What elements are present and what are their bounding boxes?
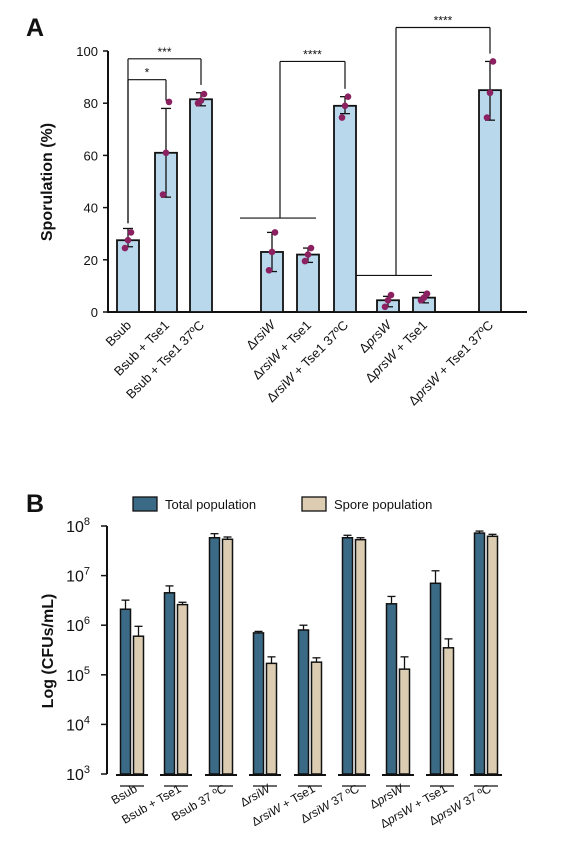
panel-a-significance-label: **** [434,14,453,28]
panel-a-y-ticks: 0 20 40 60 80 100 [76,44,108,320]
panel-b-y-tick-label: 105 [66,665,90,685]
panel-b-bar [442,647,455,775]
panel-b-y-tick-label: 107 [66,566,90,586]
panel-b-bar [398,668,411,775]
panel-b-bar [473,532,486,775]
panel-a-replicate-point [127,229,135,236]
panel-a-bar [189,98,213,313]
panel-a-y-tick-label: 100 [76,44,98,59]
panel-a-y-tick-label: 80 [84,96,98,111]
panel-a-y-tick-label: 60 [84,148,98,163]
panel-a-replicate-point [489,58,497,65]
panel-a-replicate-point [483,114,491,121]
panel-a-replicate-point [268,248,276,256]
panel-b-legend-label: Spore population [334,497,432,512]
panel-b-bar [341,536,354,775]
panel-a-replicate-point [384,296,392,304]
panel-a-replicate-point [265,266,273,274]
panel-b-bar [486,535,499,775]
panel-a-replicate-point [344,93,352,100]
panel-b-legend: Total population Spore population [132,496,432,512]
panel-b-x-tick-label: Bsub [109,781,140,807]
panel-a-replicate-point [304,251,312,258]
panel-a-replicate-point [486,89,494,97]
panel-b-bar [310,661,323,775]
panel-a-replicate-point [341,102,349,110]
panel-b-bar [385,603,398,775]
panel-a-y-tick-label: 20 [84,253,98,268]
panel-a-replicate-points [121,58,497,311]
panel-b-bar [163,592,176,775]
panel-a-replicate-point [121,244,129,252]
panel-a-label: A [26,14,44,42]
panel-a-replicate-point [301,257,309,265]
panel-b-cfu-chart: B Total population Spore population Log (… [26,490,502,831]
panel-b-y-tick-label: 103 [66,764,90,784]
panel-a-y-tick-label: 40 [84,201,98,216]
panel-b-legend-swatch [301,496,327,512]
panel-a-y-tick-label: 0 [91,305,98,320]
panel-a-replicate-point [381,303,389,311]
panel-a-bars [116,89,502,313]
panel-a-replicate-point [159,191,167,198]
panel-a-replicate-point [338,114,346,121]
panel-b-label: B [26,490,44,518]
panel-a-replicate-point [307,244,315,252]
panel-a-significance-label: * [145,66,150,80]
panel-b-bar [265,662,278,775]
panel-a-bar [296,253,320,313]
panel-a-bar [333,104,357,313]
panel-a-replicate-point [200,90,208,98]
panel-a-replicate-point [124,236,132,244]
panel-b-bar [297,629,310,775]
panel-b-error-bars [121,530,497,670]
panel-b-y-ticks: 103 104 105 106 107 108 [66,516,107,784]
panel-a-x-tick-label: Bsub [103,318,135,350]
panel-b-bar [119,608,132,775]
panel-b-bar [208,536,221,775]
panel-b-bars [119,532,499,775]
panel-a-significance-label: *** [157,45,171,59]
panel-a-bar [478,89,502,313]
panel-a-significance-label: **** [303,47,322,61]
panel-a-replicate-point [271,229,279,236]
panel-b-y-tick-label: 108 [66,516,90,536]
panel-a-y-axis-label: Sporulation (%) [39,123,56,241]
panel-b-bar [354,538,367,775]
panel-a-significance-brackets: **** ******** [127,14,491,277]
panel-b-y-axis-label: Log (CFUs/mL) [40,594,57,709]
panel-a-replicate-point [387,291,395,299]
panel-b-group-baselines [116,774,502,787]
panel-b-legend-swatch [132,496,158,512]
panel-b-legend-item: Spore population [301,496,432,512]
panel-b-bar [221,538,234,775]
panel-b-bar [132,635,145,775]
panel-b-bar [252,632,265,775]
panel-b-legend-item: Total population [132,496,256,512]
panel-b-bar [176,603,189,775]
panel-a-replicate-point [423,290,431,298]
panel-b-y-tick-label: 106 [66,615,90,635]
panel-a-bar [116,239,140,313]
panel-b-legend-label: Total population [165,497,256,512]
panel-a-replicate-point [197,97,205,104]
panel-b-bar [429,582,442,775]
panel-b-y-tick-label: 104 [66,714,90,734]
panel-a-replicate-point [165,98,173,106]
panel-a-replicate-point [162,149,170,157]
